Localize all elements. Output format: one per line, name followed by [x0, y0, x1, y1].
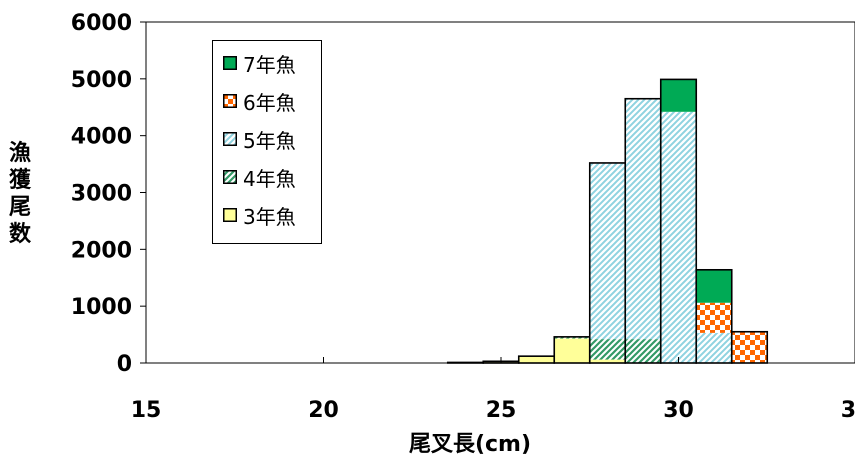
y-tick-label: 3000	[71, 182, 132, 207]
x-tick-label: 15	[131, 398, 162, 423]
bar-5年魚-27.5	[589, 162, 626, 340]
bar-4年魚-28.5	[625, 339, 661, 363]
x-tick-label: 30	[663, 398, 694, 423]
bar-5年魚-30.5	[696, 332, 732, 363]
bar-outline-30.5	[695, 268, 733, 364]
bar-outline-31.5	[730, 330, 769, 364]
x-tick-label: 25	[486, 398, 517, 423]
x-tick-label: 20	[308, 398, 339, 423]
y-tick-label: 1000	[71, 295, 132, 320]
x-axis-title: 尾叉長(cm)	[408, 432, 532, 457]
legend-label: 4年魚	[243, 166, 296, 191]
bar-outline-23.5	[446, 361, 485, 364]
bar-5年魚-29.5	[660, 111, 697, 364]
legend-swatch	[223, 132, 237, 146]
legend: 7年魚 6年魚 5年魚 4年魚 3年魚	[212, 40, 322, 244]
bars-group	[446, 78, 769, 364]
bar-4年魚-26.5	[554, 336, 590, 339]
legend-item: 4年魚	[223, 163, 296, 191]
bar-7年魚-29.5	[660, 79, 697, 112]
legend-swatch	[223, 94, 237, 108]
bar-5年魚-28.5	[625, 98, 661, 340]
y-tick-label: 0	[117, 352, 132, 377]
x-tick-label: 35	[841, 398, 855, 423]
bar-4年魚-27.5	[589, 339, 626, 360]
y-tick-label: 5000	[71, 68, 132, 93]
legend-swatch	[223, 56, 237, 70]
bar-3年魚-26.5	[554, 338, 590, 363]
legend-label: 3年魚	[243, 204, 296, 229]
y-tick-label: 2000	[71, 238, 132, 263]
legend-item: 6年魚	[223, 87, 296, 115]
bar-7年魚-30.5	[696, 269, 732, 303]
bar-3年魚-25.5	[518, 356, 555, 363]
legend-item: 3年魚	[223, 201, 296, 229]
legend-label: 5年魚	[243, 128, 296, 153]
legend-swatch	[223, 170, 237, 184]
y-axis-title: 漁獲尾数	[8, 141, 31, 247]
legend-label: 6年魚	[243, 90, 296, 115]
legend-item: 5年魚	[223, 125, 296, 153]
legend-label: 7年魚	[243, 52, 296, 77]
ticks-group: 0 1000 2000 3000 4000 5000 6000 15 20 25 30 35	[71, 11, 855, 423]
bar-3年魚-27.5	[589, 359, 626, 363]
bar-6年魚-31.5	[731, 331, 768, 363]
y-tick-label: 4000	[71, 125, 132, 150]
y-tick-label: 6000	[71, 11, 132, 36]
legend-item: 7年魚	[223, 49, 296, 77]
legend-swatch	[223, 208, 237, 222]
bar-6年魚-30.5	[696, 302, 732, 333]
